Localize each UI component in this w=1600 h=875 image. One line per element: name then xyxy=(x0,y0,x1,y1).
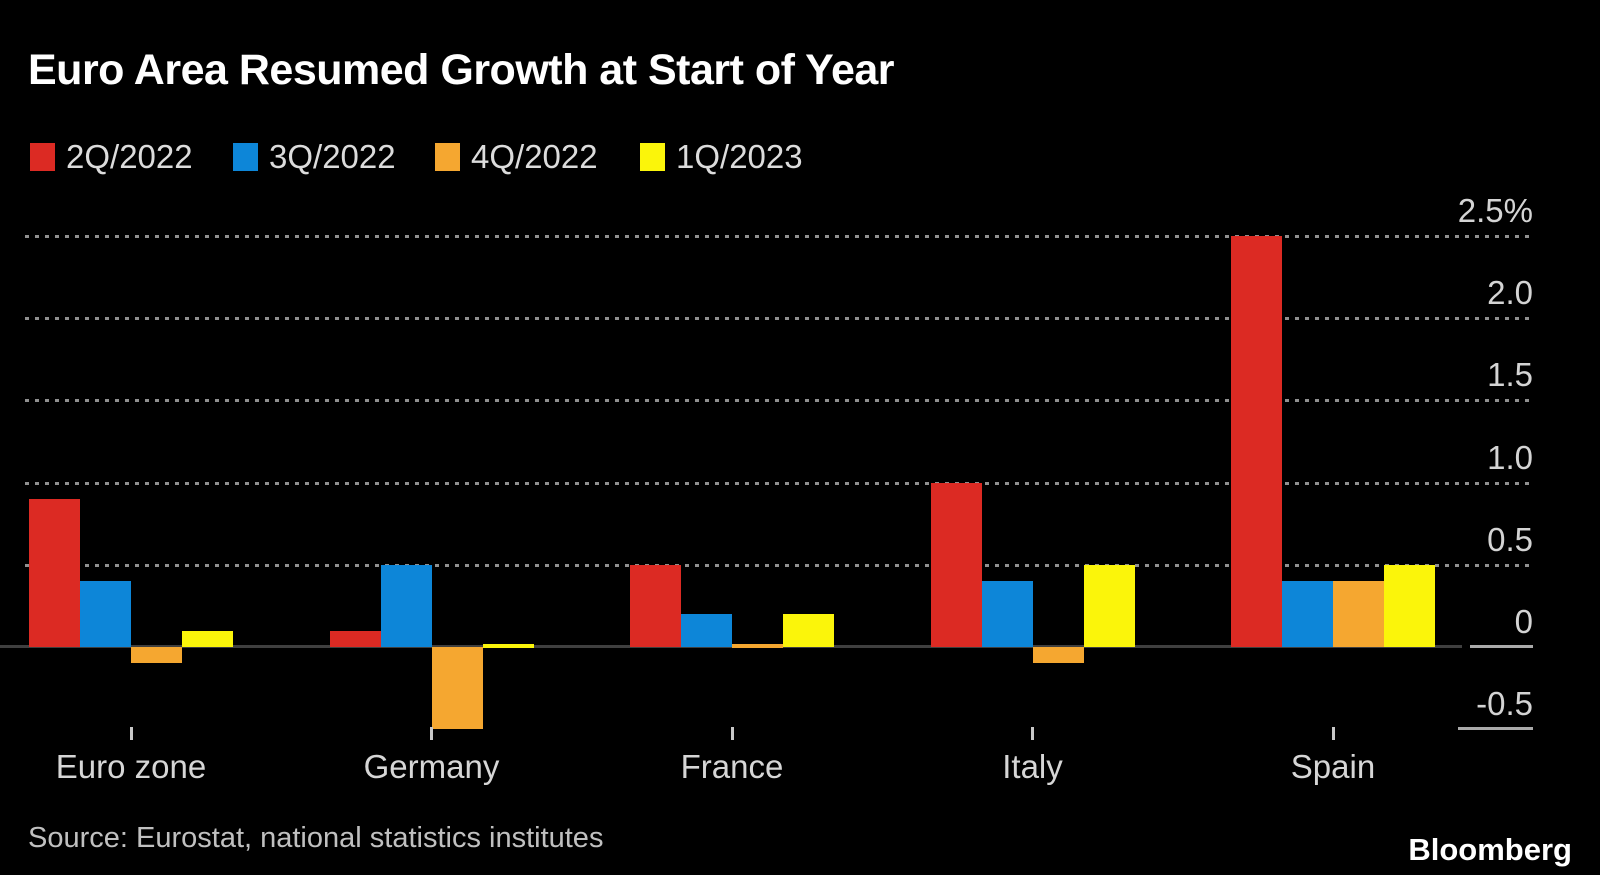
x-axis-tick-france xyxy=(730,727,734,740)
legend-label: 4Q/2022 xyxy=(471,138,598,175)
legend-item-3q-2022: 3Q/2022 xyxy=(233,138,396,176)
bloomberg-logo: Bloomberg xyxy=(1408,832,1572,867)
y-axis-label-0.5: 0.5 xyxy=(1487,520,1533,558)
legend-label: 2Q/2022 xyxy=(66,138,193,175)
legend-item-1q-2023: 1Q/2023 xyxy=(640,138,803,176)
bar-germany-2q-2022 xyxy=(329,630,381,647)
x-axis-label-italy: Italy xyxy=(1002,748,1063,785)
bar-germany-4q-2022 xyxy=(431,647,483,730)
x-axis-label-spain: Spain xyxy=(1290,748,1376,785)
bar-euro-zone-4q-2022 xyxy=(131,647,182,664)
y-axis-label-2.0: 2.0 xyxy=(1487,274,1533,312)
minus-half-axis-segment xyxy=(1458,727,1533,731)
y-axis-label-0: 0 xyxy=(1514,603,1533,640)
legend-label: 1Q/2023 xyxy=(676,138,803,175)
chart-title: Euro Area Resumed Growth at Start of Yea… xyxy=(28,46,895,94)
bar-spain-2q-2022 xyxy=(1231,236,1282,647)
bar-euro-zone-3q-2022 xyxy=(80,581,131,647)
bar-france-3q-2022 xyxy=(681,614,732,647)
legend-swatch-icon xyxy=(30,143,55,171)
bar-france-4q-2022 xyxy=(732,644,783,648)
bar-italy-1q-2023 xyxy=(1083,564,1135,647)
gridline-1.5 xyxy=(25,399,1533,403)
legend-swatch-icon xyxy=(233,143,258,171)
bar-germany-1q-2023 xyxy=(482,644,534,648)
legend-swatch-icon xyxy=(435,143,460,171)
gridline-2 xyxy=(25,317,1533,321)
bar-france-1q-2023 xyxy=(783,614,834,647)
x-axis-tick-italy xyxy=(1031,727,1034,740)
y-axis-label--0.5: -0.5 xyxy=(1476,685,1533,723)
gridline-0.5 xyxy=(25,563,1533,567)
bar-germany-3q-2022 xyxy=(380,564,432,647)
x-axis-label-france: France xyxy=(680,748,784,785)
source-note: Source: Eurostat, national statistics in… xyxy=(28,822,604,854)
bar-italy-2q-2022 xyxy=(930,482,982,647)
bar-euro-zone-2q-2022 xyxy=(29,499,80,647)
y-axis-label-1.5: 1.5 xyxy=(1487,356,1533,394)
zero-axis-segment xyxy=(1470,645,1533,648)
y-axis-label-1.0: 1.0 xyxy=(1487,438,1533,476)
bar-france-2q-2022 xyxy=(630,564,681,647)
bar-euro-zone-1q-2023 xyxy=(182,630,233,647)
x-axis-label-germany: Germany xyxy=(363,748,500,785)
bar-spain-4q-2022 xyxy=(1333,581,1384,647)
bar-italy-4q-2022 xyxy=(1032,647,1084,664)
bar-spain-3q-2022 xyxy=(1282,581,1333,647)
x-axis-tick-germany xyxy=(430,727,433,740)
x-axis-tick-spain xyxy=(1331,727,1335,740)
y-axis-label-2.5%: 2.5% xyxy=(1457,192,1533,229)
legend-label: 3Q/2022 xyxy=(269,138,396,175)
gridline-2.5 xyxy=(25,235,1533,238)
gridline-1 xyxy=(25,481,1533,485)
x-axis-tick-euro-zone xyxy=(129,727,133,740)
legend-swatch-icon xyxy=(640,143,665,171)
x-axis-label-euro-zone: Euro zone xyxy=(55,748,207,785)
legend-item-4q-2022: 4Q/2022 xyxy=(435,138,598,176)
legend-item-2q-2022: 2Q/2022 xyxy=(30,138,193,176)
bar-spain-1q-2023 xyxy=(1384,564,1435,647)
bar-italy-3q-2022 xyxy=(981,581,1033,647)
